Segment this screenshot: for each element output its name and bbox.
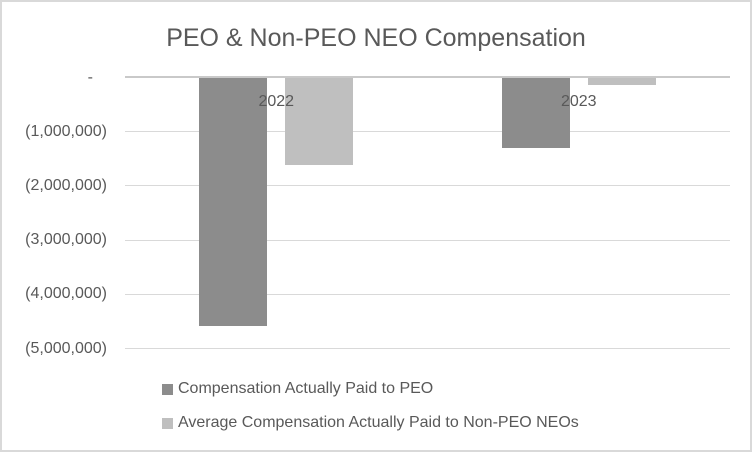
legend-swatch-peo	[162, 383, 173, 395]
bar-non-peo-neos-2022	[285, 78, 353, 165]
legend-swatch-non-peo-neos	[162, 417, 173, 429]
y-axis-label: (2,000,000)	[25, 176, 107, 194]
y-axis-label: -	[87, 68, 93, 86]
legend-item-non-peo-neos: Average Compensation Actually Paid to No…	[162, 414, 579, 431]
zero-axis-line	[125, 76, 730, 78]
legend: Compensation Actually Paid to PEO Averag…	[162, 380, 579, 449]
gridline	[125, 131, 730, 133]
bar-peo-2023	[502, 78, 570, 148]
chart-title: PEO & Non-PEO NEO Compensation	[166, 24, 586, 52]
bar-non-peo-neos-2023	[588, 78, 656, 85]
legend-item-peo: Compensation Actually Paid to PEO	[162, 380, 579, 397]
legend-label-non-peo-neos: Average Compensation Actually Paid to No…	[178, 414, 579, 431]
gridline	[125, 293, 730, 295]
gridline	[125, 185, 730, 187]
gridline	[125, 348, 730, 349]
y-axis-label: (5,000,000)	[25, 339, 107, 357]
y-axis-label: (3,000,000)	[25, 231, 107, 249]
category-label-2022: 2022	[258, 93, 295, 110]
y-axis-label: (1,000,000)	[25, 122, 107, 140]
y-axis-label: (4,000,000)	[25, 285, 107, 303]
legend-label-peo: Compensation Actually Paid to PEO	[178, 380, 434, 397]
bar-peo-2022	[199, 78, 267, 326]
gridline	[125, 239, 730, 241]
category-label-2023: 2023	[560, 93, 597, 110]
